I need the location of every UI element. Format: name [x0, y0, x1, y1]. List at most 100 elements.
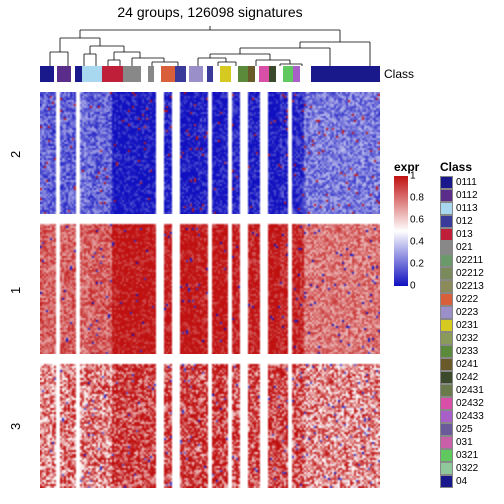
- class-legend-row: 02213: [440, 280, 500, 293]
- classbar-segment: [82, 66, 103, 82]
- class-swatch: [440, 306, 453, 319]
- class-swatch: [440, 202, 453, 215]
- class-legend-row: 0231: [440, 319, 500, 332]
- heatmap: [40, 92, 380, 488]
- class-legend-row: 021: [440, 241, 500, 254]
- class-legend-row: 0113: [440, 202, 500, 215]
- class-legend-row: 0242: [440, 371, 500, 384]
- row-cluster-labels: 2 1 3: [0, 92, 36, 488]
- classbar-segment: [248, 66, 255, 82]
- classbar-segment: [220, 66, 230, 82]
- class-swatch: [440, 475, 453, 488]
- class-label: 0223: [456, 307, 478, 318]
- class-label: 0242: [456, 372, 478, 383]
- class-legend-row: 012: [440, 215, 500, 228]
- classbar-label: Class: [384, 66, 414, 82]
- class-legend-row: 02432: [440, 397, 500, 410]
- classbar-segment: [213, 71, 220, 77]
- class-color-bar: [40, 66, 380, 82]
- row-cluster-label: 2: [8, 151, 23, 158]
- class-swatch: [440, 176, 453, 189]
- class-label: 02211: [456, 255, 483, 266]
- class-swatch: [440, 462, 453, 475]
- class-swatch: [440, 241, 453, 254]
- class-label: 02212: [456, 268, 484, 279]
- classbar-segment: [269, 66, 276, 82]
- class-swatch: [440, 215, 453, 228]
- class-legend-row: 0241: [440, 358, 500, 371]
- row-cluster-label: 3: [8, 423, 23, 430]
- expr-tick: 0.4: [410, 237, 424, 248]
- class-swatch: [440, 254, 453, 267]
- class-label: 021: [456, 242, 473, 253]
- classbar-segment: [207, 66, 214, 82]
- class-legend-title: Class: [440, 160, 500, 174]
- class-legend-row: 0223: [440, 306, 500, 319]
- classbar-segment: [148, 66, 155, 82]
- class-label: 0321: [456, 450, 478, 461]
- class-swatch: [440, 345, 453, 358]
- class-swatch: [440, 371, 453, 384]
- classbar-segment: [231, 71, 238, 77]
- classbar-segment: [175, 66, 185, 82]
- class-label: 0322: [456, 463, 478, 474]
- class-label: 0231: [456, 320, 478, 331]
- class-legend-row: 02211: [440, 254, 500, 267]
- expr-legend: expr 10.80.60.40.20: [394, 160, 434, 286]
- class-swatch: [440, 293, 453, 306]
- class-swatch: [440, 332, 453, 345]
- row-divider: [40, 354, 380, 359]
- expr-tick: 0.2: [410, 259, 424, 270]
- expr-gradient-bar: 10.80.60.40.20: [394, 176, 408, 286]
- row-cluster-label: 1: [8, 287, 23, 294]
- class-label: 013: [456, 229, 473, 240]
- classbar-segment: [75, 66, 82, 82]
- expr-tick: 0.8: [410, 193, 424, 204]
- class-swatch: [440, 384, 453, 397]
- classbar-segment: [276, 71, 283, 77]
- class-swatch: [440, 423, 453, 436]
- dendrogram: [40, 24, 380, 66]
- class-label: 0232: [456, 333, 478, 344]
- class-swatch: [440, 267, 453, 280]
- class-legend-row: 025: [440, 423, 500, 436]
- class-legend-row: 02212: [440, 267, 500, 280]
- class-legend-row: 04: [440, 475, 500, 488]
- row-divider: [40, 214, 380, 219]
- class-legend-row: 02431: [440, 384, 500, 397]
- class-label: 0241: [456, 359, 478, 370]
- class-swatch: [440, 436, 453, 449]
- classbar-segment: [189, 66, 203, 82]
- expr-tick: 0: [410, 281, 416, 292]
- classbar-segment: [238, 66, 248, 82]
- class-swatch: [440, 410, 453, 423]
- expr-tick: 0.6: [410, 215, 424, 226]
- class-legend-row: 0232: [440, 332, 500, 345]
- classbar-segment: [57, 66, 71, 82]
- class-label: 012: [456, 216, 473, 227]
- class-swatch: [440, 449, 453, 462]
- class-legend-row: 0111: [440, 176, 500, 189]
- class-legend-row: 0321: [440, 449, 500, 462]
- class-label: 02431: [456, 385, 484, 396]
- class-label: 0111: [456, 177, 477, 188]
- class-label: 0113: [456, 203, 478, 214]
- classbar-segment: [141, 71, 148, 77]
- class-legend: Class 0111011201130120130210221102212022…: [440, 160, 500, 488]
- class-legend-row: 0222: [440, 293, 500, 306]
- classbar-segment: [283, 66, 293, 82]
- classbar-segment: [154, 71, 161, 77]
- classbar-segment: [311, 66, 380, 82]
- class-label: 02213: [456, 281, 484, 292]
- class-legend-row: 0233: [440, 345, 500, 358]
- classbar-segment: [293, 66, 300, 82]
- class-swatch: [440, 319, 453, 332]
- class-label: 0233: [456, 346, 478, 357]
- classbar-segment: [40, 66, 54, 82]
- class-swatch: [440, 189, 453, 202]
- page-title: 24 groups, 126098 signatures: [40, 4, 380, 20]
- expr-tick: 1: [410, 171, 416, 182]
- class-legend-row: 031: [440, 436, 500, 449]
- class-label: 02432: [456, 398, 484, 409]
- class-swatch: [440, 280, 453, 293]
